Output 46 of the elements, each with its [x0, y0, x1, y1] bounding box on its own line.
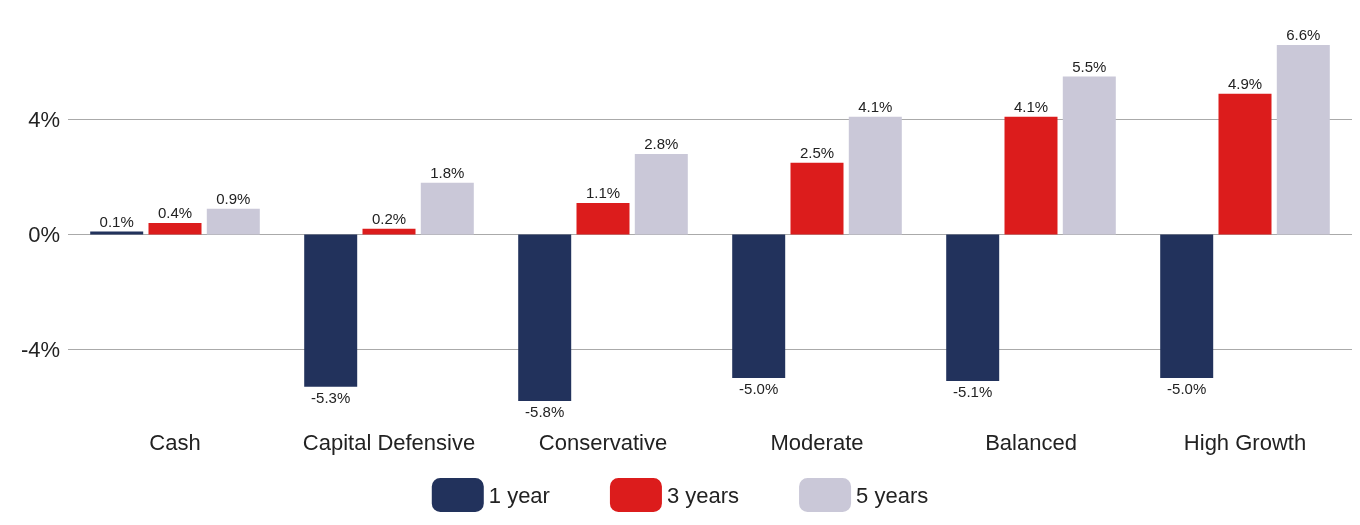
bar [848, 116, 902, 235]
x-tick-label: Capital Defensive [302, 429, 476, 455]
data-label: 4.1% [1013, 97, 1049, 115]
data-label: -5.0% [1167, 380, 1207, 398]
bar [576, 202, 630, 235]
bar [1276, 45, 1330, 235]
data-label: 5.5% [1072, 57, 1107, 75]
bar [946, 234, 1000, 381]
data-label: 6.6% [1286, 26, 1321, 43]
bar [1218, 93, 1272, 235]
legend-label: 5 years [856, 482, 929, 508]
x-tick-label: High Growth [1183, 429, 1307, 455]
data-label: -5.1% [953, 382, 993, 400]
bar [1062, 76, 1116, 235]
data-label: 2.5% [799, 143, 835, 161]
x-tick-label: Balanced [985, 429, 1077, 455]
legend-label: 3 years [666, 482, 740, 508]
bar [1004, 116, 1058, 235]
data-label: 2.8% [644, 135, 679, 153]
data-label: 0.4% [157, 204, 193, 221]
x-tick-label: Conservative [538, 429, 668, 455]
bar [518, 234, 572, 401]
data-label: 0.9% [216, 189, 251, 207]
data-label: -5.0% [739, 380, 779, 398]
data-label: 1.8% [430, 163, 465, 181]
bar [206, 208, 260, 235]
data-label: -5.3% [311, 388, 351, 406]
y-tick-label: 4% [28, 107, 60, 133]
y-tick-label: 0% [28, 221, 60, 247]
data-label: 0.1% [99, 212, 134, 230]
data-label: -5.8% [525, 403, 565, 420]
x-tick-label: Cash [149, 429, 201, 455]
bar [1160, 234, 1214, 379]
bar [790, 162, 844, 235]
data-label: 1.1% [585, 183, 621, 201]
legend-label: 1 year [488, 482, 550, 508]
bar [732, 234, 786, 379]
bar [148, 223, 202, 235]
x-tick-label: Moderate [770, 429, 864, 455]
bar [420, 182, 474, 235]
data-label: 0.2% [371, 209, 407, 227]
bar [634, 154, 688, 235]
y-tick-label: -4% [20, 336, 60, 362]
data-label: 4.9% [1227, 74, 1263, 92]
bar [304, 234, 358, 387]
data-label: 4.1% [858, 97, 893, 115]
